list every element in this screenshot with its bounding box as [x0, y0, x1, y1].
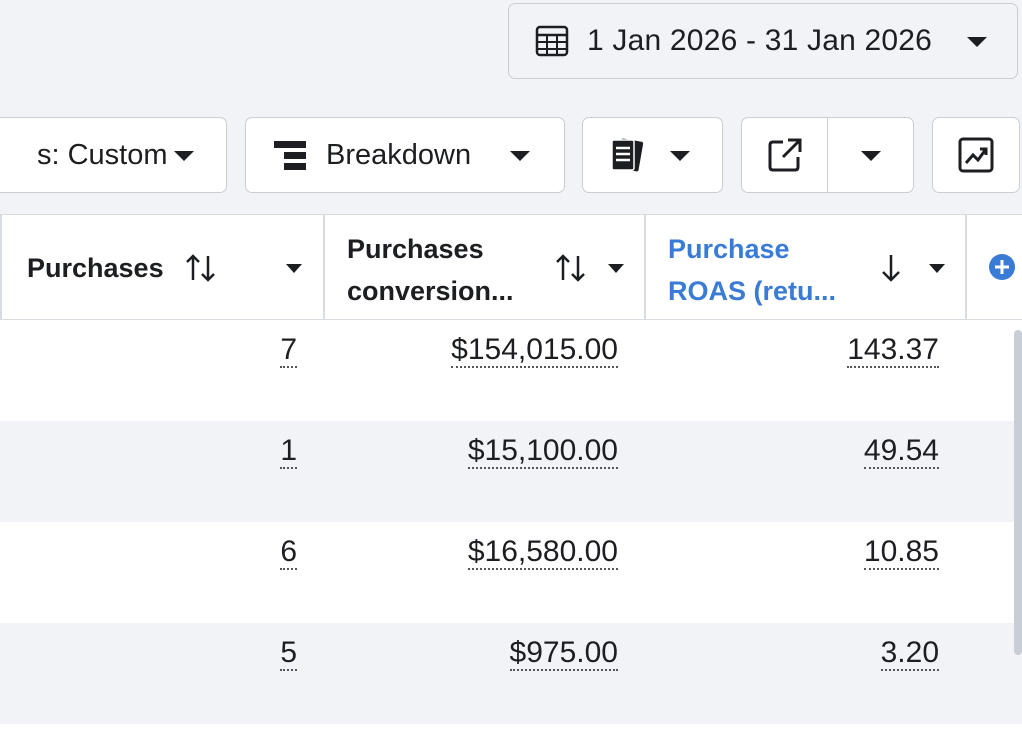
table-row[interactable]: 6 $16,580.00 10.85 — [0, 522, 1022, 623]
column-divider — [644, 215, 646, 319]
toolbar: s: Custom Breakdown — [0, 98, 1022, 214]
table-row[interactable]: 1 $15,100.00 49.54 — [0, 421, 1022, 522]
sort-icon[interactable] — [184, 253, 218, 283]
column-divider — [323, 215, 325, 319]
calendar-icon — [535, 25, 569, 57]
column-header-purchases-conversion-value[interactable]: Purchases conversion... — [324, 215, 644, 319]
chevron-down-icon — [510, 151, 530, 161]
column-divider — [965, 215, 967, 319]
columns-button[interactable]: s: Custom — [0, 117, 227, 193]
date-range-picker[interactable]: 1 Jan 2026 - 31 Jan 2026 — [508, 3, 1018, 79]
roas-value[interactable]: 10.85 — [863, 535, 939, 570]
conversion-value[interactable]: $16,580.00 — [467, 535, 618, 570]
purchases-value[interactable]: 5 — [280, 636, 297, 671]
purchases-value[interactable]: 1 — [280, 434, 297, 469]
chevron-down-icon — [174, 151, 194, 161]
table-row[interactable]: 7 $154,015.00 143.37 — [0, 320, 1022, 421]
column-header-label-line2: conversion... — [347, 276, 514, 306]
chart-trend-icon — [958, 137, 994, 173]
reports-icon — [611, 138, 644, 172]
columns-label: s: Custom — [37, 138, 168, 171]
table-header: Purchases Purchases conversion... Pu — [0, 214, 1022, 320]
date-range-label: 1 Jan 2026 - 31 Jan 2026 — [587, 24, 933, 57]
chart-button[interactable] — [932, 117, 1020, 193]
breakdown-icon — [274, 141, 306, 170]
purchases-value[interactable]: 7 — [280, 333, 297, 368]
table-row[interactable]: 5 $975.00 3.20 — [0, 623, 1022, 724]
chevron-down-icon — [670, 151, 690, 161]
sort-icon[interactable] — [554, 253, 588, 283]
chevron-down-icon — [967, 37, 987, 47]
column-header-label-line1: Purchases — [347, 234, 484, 264]
conversion-value[interactable]: $975.00 — [509, 636, 618, 671]
column-header-purchases[interactable]: Purchases — [0, 215, 323, 319]
data-table: Purchases Purchases conversion... Pu — [0, 214, 1022, 732]
column-header-label-line1: Purchase — [668, 234, 790, 264]
external-link-icon — [768, 138, 801, 172]
chevron-down-icon[interactable] — [286, 264, 302, 273]
vertical-scrollbar[interactable] — [1014, 330, 1022, 655]
export-button[interactable] — [741, 117, 828, 193]
sort-descending-icon[interactable] — [879, 252, 903, 284]
roas-value[interactable]: 3.20 — [880, 636, 939, 671]
column-header-label-line2: ROAS (retu... — [668, 276, 837, 306]
breakdown-button[interactable]: Breakdown — [245, 117, 565, 193]
conversion-value[interactable]: $15,100.00 — [467, 434, 618, 469]
export-dropdown-button[interactable] — [827, 117, 914, 193]
roas-value[interactable]: 49.54 — [863, 434, 939, 469]
conversion-value[interactable]: $154,015.00 — [451, 333, 618, 368]
column-header-purchase-roas[interactable]: Purchase ROAS (retu... — [645, 215, 965, 319]
column-divider — [0, 215, 2, 319]
breakdown-label: Breakdown — [326, 138, 472, 171]
chevron-down-icon[interactable] — [929, 264, 945, 273]
reports-button[interactable] — [582, 117, 723, 193]
add-column-icon[interactable] — [988, 253, 1016, 281]
purchases-value[interactable]: 6 — [280, 535, 297, 570]
chevron-down-icon[interactable] — [608, 264, 624, 273]
column-header-label: Purchases — [27, 253, 164, 283]
roas-value[interactable]: 143.37 — [847, 333, 939, 368]
chevron-down-icon — [861, 151, 881, 161]
